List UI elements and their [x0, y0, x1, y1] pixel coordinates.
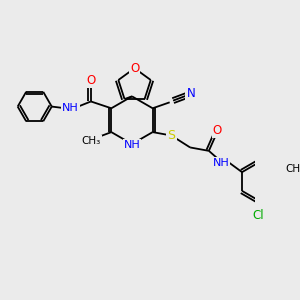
Text: CH₃: CH₃	[81, 136, 101, 146]
Text: O: O	[86, 74, 95, 87]
Text: NH: NH	[124, 140, 140, 150]
Text: O: O	[130, 62, 139, 75]
Text: S: S	[167, 129, 175, 142]
Text: NH: NH	[62, 103, 79, 113]
Text: NH: NH	[212, 158, 229, 168]
Text: N: N	[187, 87, 195, 100]
Text: O: O	[213, 124, 222, 137]
Text: CH₃: CH₃	[285, 164, 300, 174]
Text: Cl: Cl	[252, 209, 264, 222]
